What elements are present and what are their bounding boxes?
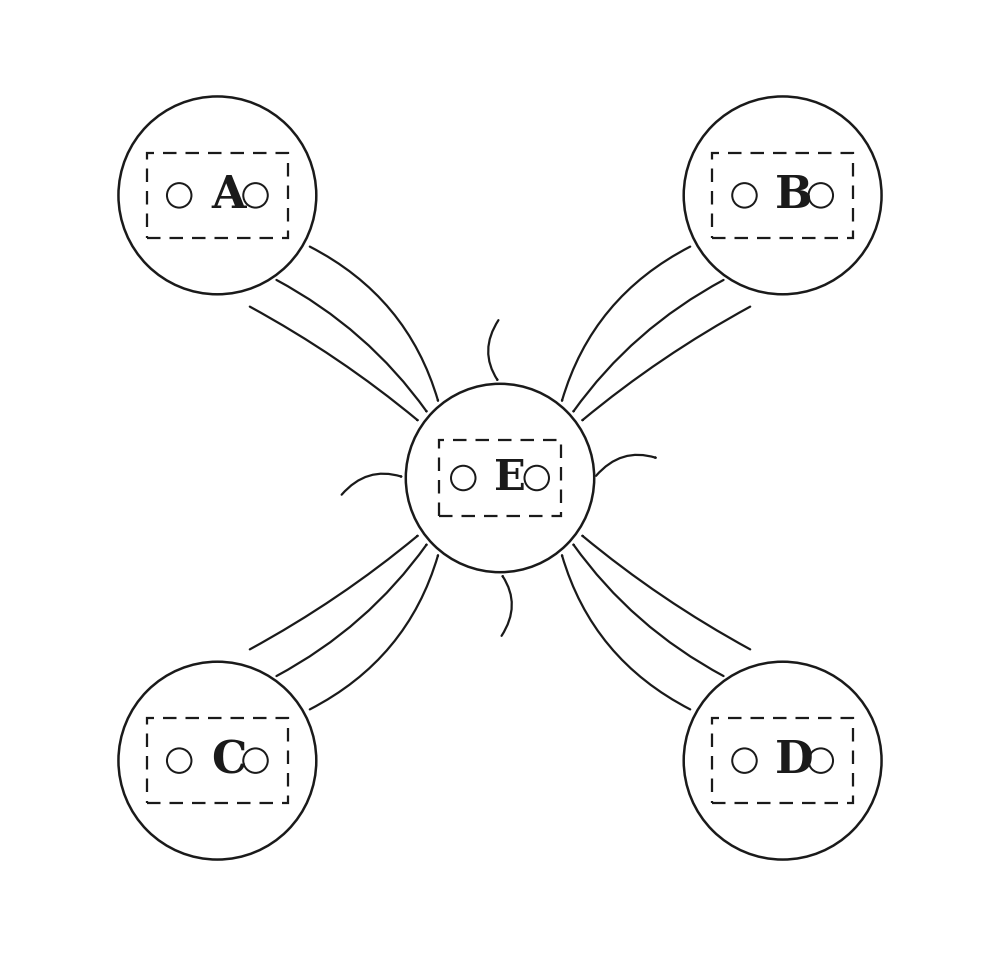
Text: C: C	[211, 739, 246, 782]
Text: E: E	[494, 457, 526, 499]
Bar	[439, 441, 561, 515]
FancyArrowPatch shape	[488, 320, 498, 380]
FancyArrowPatch shape	[342, 473, 401, 494]
FancyArrowPatch shape	[562, 247, 690, 401]
Bar	[147, 153, 288, 238]
FancyArrowPatch shape	[562, 555, 690, 709]
FancyArrowPatch shape	[276, 545, 426, 676]
FancyArrowPatch shape	[250, 535, 418, 649]
FancyArrowPatch shape	[502, 576, 512, 636]
Bar	[147, 718, 288, 803]
FancyArrowPatch shape	[250, 307, 418, 421]
Text: A: A	[211, 174, 246, 217]
Text: D: D	[775, 739, 813, 782]
FancyArrowPatch shape	[310, 247, 438, 401]
FancyArrowPatch shape	[582, 535, 750, 649]
FancyArrowPatch shape	[276, 280, 426, 411]
FancyArrowPatch shape	[310, 555, 438, 709]
Text: B: B	[775, 174, 813, 217]
FancyArrowPatch shape	[596, 455, 656, 476]
FancyArrowPatch shape	[582, 307, 750, 421]
FancyArrowPatch shape	[574, 280, 724, 411]
Bar	[712, 153, 853, 238]
Bar	[712, 718, 853, 803]
FancyArrowPatch shape	[574, 545, 724, 676]
